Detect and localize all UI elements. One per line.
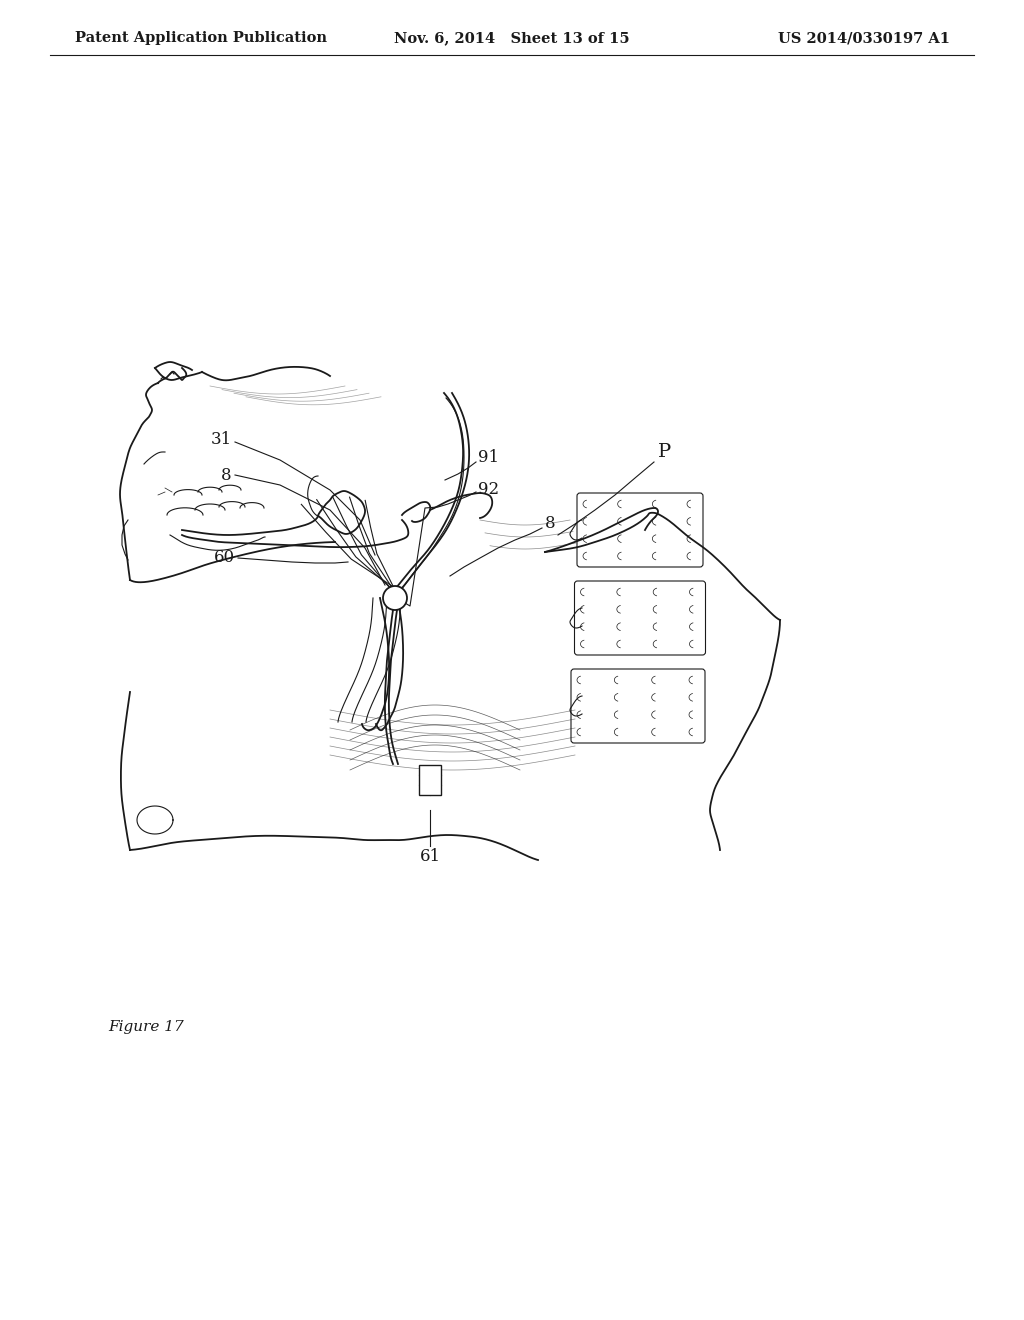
Text: P: P xyxy=(658,444,672,461)
Text: Patent Application Publication: Patent Application Publication xyxy=(75,30,327,45)
Text: US 2014/0330197 A1: US 2014/0330197 A1 xyxy=(778,30,950,45)
Text: 91: 91 xyxy=(478,450,499,466)
Text: 60: 60 xyxy=(214,549,234,566)
Circle shape xyxy=(383,586,407,610)
FancyBboxPatch shape xyxy=(577,492,703,568)
Text: 8: 8 xyxy=(545,516,556,532)
Bar xyxy=(419,766,441,795)
Text: Figure 17: Figure 17 xyxy=(108,1020,183,1034)
Text: Nov. 6, 2014   Sheet 13 of 15: Nov. 6, 2014 Sheet 13 of 15 xyxy=(394,30,630,45)
Text: 61: 61 xyxy=(420,847,440,865)
FancyBboxPatch shape xyxy=(571,669,705,743)
Text: 8: 8 xyxy=(221,466,232,483)
Text: 31: 31 xyxy=(211,432,232,449)
Text: 92: 92 xyxy=(478,482,499,499)
FancyBboxPatch shape xyxy=(574,581,706,655)
